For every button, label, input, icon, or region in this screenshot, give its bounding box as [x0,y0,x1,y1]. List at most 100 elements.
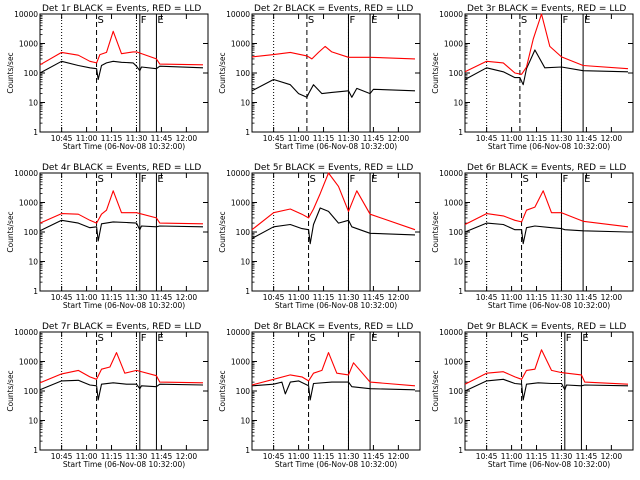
panel-det2r: Det 2r BLACK = Events, RED = LLD 1 10 100 10… [218,4,421,151]
x-tick-label: 12:00 [388,452,410,461]
events-curve [464,49,629,86]
marker-label: F [141,174,147,185]
panel-det8r: Det 8r BLACK = Events, RED = LLD 1 10 100 10… [218,322,421,469]
panel-title: Det 8r BLACK = Events, RED = LLD [254,322,413,332]
marker-label: E [371,15,377,26]
x-tick-label: 11:15 [101,293,123,302]
y-tick-label: 100 [24,228,39,237]
x-tick-label: 11:00 [501,134,523,143]
y-tick-label: 10 [28,99,38,108]
x-tick-label: 11:45 [151,134,173,143]
x-tick-label: 10:45 [476,452,498,461]
x-tick-label: 11:30 [338,134,360,143]
plot-frame [251,13,421,133]
marker-label: E [157,15,163,26]
x-tick-label: 10:45 [263,293,285,302]
events-curve [251,207,416,245]
x-tick-label: 12:00 [601,452,623,461]
marker-label: E [582,333,588,344]
y-tick-label: 1 [33,287,38,296]
x-tick-label: 10:45 [476,134,498,143]
marker-label: S [523,333,529,344]
x-tick-label: 11:00 [76,293,98,302]
y-tick-label: 10 [453,417,463,426]
y-tick-label: 1000 [444,358,463,367]
y-tick-label: 10 [453,99,463,108]
marker-label: S [308,15,314,26]
panel-title: Det 4r BLACK = Events, RED = LLD [42,163,201,173]
panel-title: Det 1r BLACK = Events, RED = LLD [42,4,201,14]
y-tick-label: 100 [236,387,251,396]
y-axis-label: Counts/sec [218,370,227,411]
x-tick-label: 11:15 [313,293,335,302]
x-tick-label: 12:00 [176,134,198,143]
x-axis-label: Start Time (06-Nov-08 10:32:00) [63,142,185,151]
plot-frame [251,331,421,451]
plot-frame [464,13,634,133]
panel-title: Det 6r BLACK = Events, RED = LLD [467,163,626,173]
y-tick-label: 1 [458,128,463,137]
x-tick-label: 11:45 [363,452,385,461]
x-tick-label: 11:15 [313,452,335,461]
panel-title: Det 3r BLACK = Events, RED = LLD [467,4,626,14]
marker-label: F [349,174,355,185]
x-tick-label: 11:15 [101,134,123,143]
x-tick-label: 11:45 [363,293,385,302]
y-tick-label: 1 [245,128,250,137]
y-tick-label: 100 [236,228,251,237]
x-tick-label: 11:30 [551,452,573,461]
lld-curve [251,45,416,60]
panel-det6r: Det 6r BLACK = Events, RED = LLD 1 10 100 10… [431,163,634,310]
y-tick-label: 100 [24,69,39,78]
panel-det1r: Det 1r BLACK = Events, RED = LLD 1 10 100 10… [6,4,209,151]
x-tick-label: 11:45 [576,134,598,143]
x-tick-label: 11:45 [576,452,598,461]
x-axis-label: Start Time (06-Nov-08 10:32:00) [488,142,610,151]
marker-label: E [371,174,377,185]
lld-curve [464,13,629,75]
lld-curve [39,190,204,225]
y-tick-label: 10000 [226,10,250,19]
x-axis-label: Start Time (06-Nov-08 10:32:00) [275,460,397,469]
x-tick-label: 11:45 [151,452,173,461]
x-tick-label: 10:45 [263,134,285,143]
y-tick-label: 1000 [19,358,38,367]
y-axis-label: Counts/sec [218,52,227,93]
x-tick-label: 11:45 [363,134,385,143]
y-tick-label: 1000 [19,40,38,49]
x-tick-label: 11:30 [126,134,148,143]
y-tick-label: 100 [24,387,39,396]
x-tick-label: 10:45 [51,293,73,302]
marker-label: F [566,333,572,344]
panel-title: Det 5r BLACK = Events, RED = LLD [254,163,413,173]
marker-label: S [310,333,316,344]
y-axis-label: Counts/sec [431,370,440,411]
x-tick-label: 11:30 [126,452,148,461]
marker-label: E [584,15,590,26]
panel-det5r: Det 5r BLACK = Events, RED = LLD 1 10 100 10… [218,163,421,310]
y-tick-label: 1 [33,446,38,455]
y-tick-label: 10000 [439,169,463,178]
y-axis-label: Counts/sec [6,211,15,252]
x-tick-label: 11:30 [338,293,360,302]
x-tick-label: 11:15 [526,452,548,461]
marker-label: S [98,174,104,185]
y-axis-label: Counts/sec [431,211,440,252]
x-tick-label: 12:00 [176,293,198,302]
plot-frame [39,331,209,451]
marker-label: E [584,174,590,185]
y-axis-label: Counts/sec [218,211,227,252]
panel-det7r: Det 7r BLACK = Events, RED = LLD 1 10 100 10… [6,322,209,469]
x-tick-label: 11:30 [551,134,573,143]
x-tick-label: 11:30 [551,293,573,302]
x-tick-label: 11:15 [526,134,548,143]
events-curve [39,219,204,242]
lld-curve [39,30,204,66]
y-tick-label: 10000 [14,10,38,19]
y-axis-label: Counts/sec [431,52,440,93]
x-tick-label: 10:45 [263,452,285,461]
y-tick-label: 100 [449,69,464,78]
x-axis-label: Start Time (06-Nov-08 10:32:00) [488,460,610,469]
y-tick-label: 1000 [231,40,250,49]
